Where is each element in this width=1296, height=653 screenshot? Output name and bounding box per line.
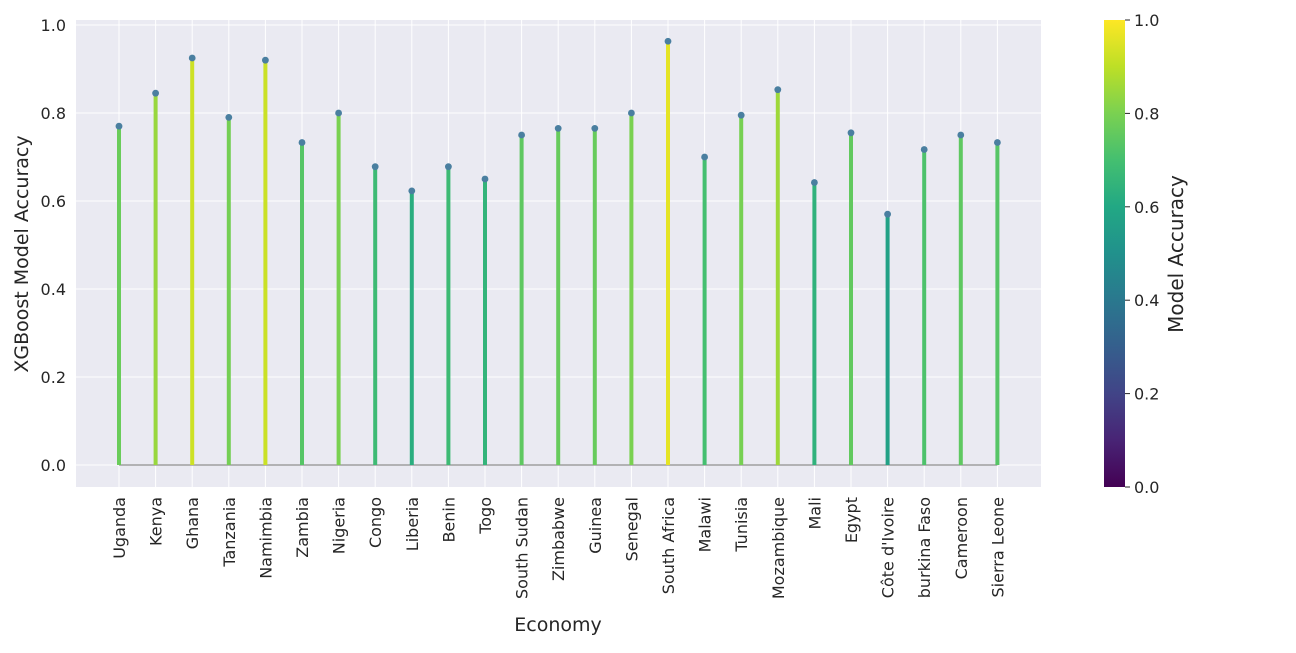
x-axis-ticks: Uganda Kenya Ghana Tanzania Namimbia Zambia Ni…: [110, 497, 1007, 599]
lollipop-marker: [591, 124, 599, 132]
y-axis-ticks: 0.0 0.2 0.4 0.6 0.8 1.0: [41, 16, 66, 475]
lollipop-marker: [188, 54, 196, 62]
x-tick-label: Zambia: [293, 497, 312, 558]
lollipop-marker: [335, 109, 342, 117]
lollipop-marker: [445, 163, 452, 171]
x-tick-label: Congo: [366, 497, 385, 548]
colorbar-ticks: 0.0 0.2 0.4 0.6 0.8 1.0: [1125, 11, 1159, 497]
x-tick-label: Sierra Leone: [988, 497, 1007, 597]
lollipop-marker: [481, 175, 489, 183]
x-tick-label: South Africa: [659, 497, 678, 594]
lollipop-marker: [811, 179, 818, 186]
x-tick-label: Guinea: [586, 497, 605, 554]
x-tick-label: Namimbia: [256, 497, 275, 579]
y-tick-label: 1.0: [41, 16, 66, 35]
x-tick-label: Egypt: [842, 497, 861, 543]
lollipop-marker: [957, 131, 965, 139]
colorbar-tick-label: 0.6: [1134, 198, 1159, 217]
lollipop-marker: [225, 114, 233, 121]
lollipop-marker: [920, 146, 928, 153]
x-tick-label: Benin: [439, 497, 458, 543]
lollipop-marker: [262, 56, 269, 64]
lollipop-marker: [152, 89, 160, 97]
x-tick-label: Nigeria: [330, 497, 349, 554]
colorbar-tick-label: 0.0: [1134, 478, 1159, 497]
colorbar-tick-label: 1.0: [1134, 11, 1159, 30]
lollipop-marker: [774, 86, 782, 94]
lollipop-marker: [408, 187, 416, 195]
x-tick-label: Côte d'Ivoire: [879, 497, 898, 598]
colorbar-tick-label: 0.2: [1134, 385, 1159, 404]
lollipop-marker: [628, 109, 635, 117]
x-tick-label: Ghana: [183, 497, 202, 549]
lollipop-marker: [371, 163, 379, 171]
y-tick-label: 0.2: [41, 368, 66, 387]
x-tick-label: South Sudan: [513, 497, 532, 599]
x-tick-label: Malawi: [696, 497, 715, 552]
y-tick-label: 0.0: [41, 456, 66, 475]
lollipop-marker: [847, 129, 855, 137]
x-tick-label: Tanzania: [220, 497, 239, 568]
lollipop-marker: [518, 131, 525, 139]
lollipop-marker: [664, 37, 672, 45]
x-tick-label: Mali: [805, 497, 824, 530]
x-tick-label: Uganda: [110, 497, 129, 559]
colorbar-tick-label: 0.8: [1134, 104, 1159, 123]
x-axis-title: Economy: [514, 614, 602, 636]
colorbar-tick-label: 0.4: [1134, 291, 1159, 310]
x-tick-label: Cameroon: [952, 497, 971, 579]
x-tick-label: Tunisia: [732, 497, 751, 553]
colorbar: [1104, 20, 1125, 487]
x-tick-label: Togo: [476, 497, 495, 535]
x-tick-label: Liberia: [403, 497, 422, 551]
lollipop-marker: [884, 210, 891, 218]
chart-marks: [115, 37, 1001, 466]
lollipop-marker: [737, 111, 745, 119]
x-tick-label: Senegal: [622, 497, 641, 561]
lollipop-marker: [701, 153, 708, 161]
y-axis-title: XGBoost Model Accuracy: [11, 135, 33, 372]
colorbar-label: Model Accuracy: [1164, 175, 1188, 333]
y-tick-label: 0.4: [41, 280, 66, 299]
x-tick-label: Zimbabwe: [549, 497, 568, 581]
lollipop-marker: [994, 139, 1001, 146]
y-tick-label: 0.8: [41, 104, 66, 123]
y-tick-label: 0.6: [41, 192, 66, 211]
lollipop-marker: [115, 122, 123, 130]
x-tick-label: Mozambique: [769, 497, 788, 599]
lollipop-marker: [554, 124, 562, 132]
lollipop-marker: [298, 139, 306, 146]
x-tick-label: burkina Faso: [915, 497, 934, 598]
x-tick-label: Kenya: [147, 497, 166, 546]
